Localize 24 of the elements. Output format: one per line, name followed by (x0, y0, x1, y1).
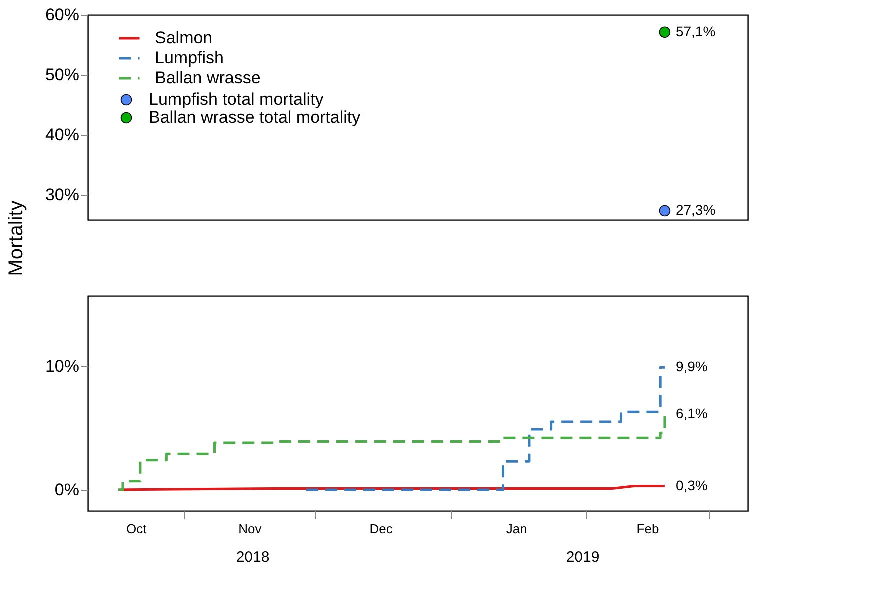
legend-label: Ballan wrasse (155, 68, 261, 88)
text: 2019 (566, 549, 600, 566)
x-tick-label: Nov (238, 522, 262, 536)
x-tick-label: Feb (636, 522, 660, 536)
y-tick-label: 10% (45, 356, 80, 376)
legend-label: Lumpfish (155, 48, 224, 68)
y-axis-title: Mortality (6, 200, 28, 276)
x-tick-label: Dec (370, 522, 394, 536)
data-label: 57,1% (676, 23, 716, 40)
x-tick-label: Jan (506, 522, 528, 536)
data-label: 0,3% (676, 477, 708, 494)
legend-label: Salmon (155, 28, 213, 48)
y-tick-label: 40% (45, 125, 80, 144)
x-tick-label: Oct (126, 522, 148, 536)
y-tick-label: 60% (45, 6, 80, 24)
legend-label: Ballan wrasse total mortality (149, 108, 362, 127)
y-tick-label: 0% (54, 480, 80, 500)
data-label: 6,1% (676, 406, 708, 422)
y-tick-label: 50% (45, 65, 80, 84)
y-tick-label: 30% (45, 185, 80, 204)
data-label: 27,3% (676, 202, 716, 218)
text: 2018 (236, 549, 270, 566)
legend-label: Lumpfish total mortality (149, 90, 324, 109)
data-label: 9,9% (676, 358, 708, 375)
